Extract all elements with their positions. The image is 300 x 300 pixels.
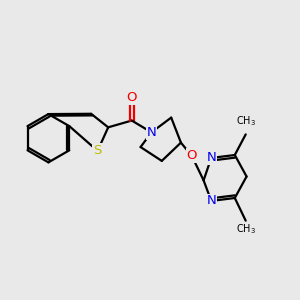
- Text: CH$_3$: CH$_3$: [236, 222, 256, 236]
- Text: N: N: [206, 194, 216, 207]
- Text: N: N: [147, 126, 156, 139]
- Text: S: S: [93, 144, 102, 158]
- Text: CH$_3$: CH$_3$: [236, 114, 256, 128]
- Text: O: O: [187, 149, 197, 162]
- Text: N: N: [206, 152, 216, 164]
- Text: O: O: [127, 92, 137, 104]
